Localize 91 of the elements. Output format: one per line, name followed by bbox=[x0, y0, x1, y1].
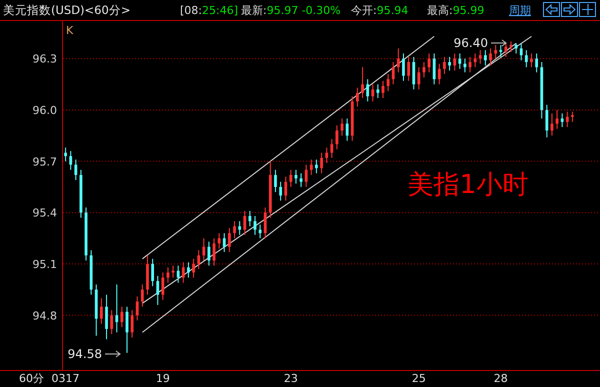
candlestick bbox=[499, 44, 502, 58]
candlestick bbox=[571, 111, 574, 122]
candlestick bbox=[396, 48, 400, 73]
candlestick bbox=[484, 50, 487, 66]
candlestick bbox=[428, 53, 430, 73]
y-tick-label: 96.0 bbox=[32, 104, 57, 117]
candlestick bbox=[560, 112, 564, 128]
candlestick bbox=[474, 53, 477, 68]
candlestick bbox=[136, 296, 139, 321]
candlestick bbox=[110, 310, 114, 335]
annotation: 94.58 bbox=[68, 347, 102, 361]
candlestick bbox=[172, 265, 174, 278]
x-tick-label: 28 bbox=[494, 372, 508, 385]
candlestick bbox=[376, 84, 380, 98]
x-tick-label: 0317 bbox=[52, 372, 80, 385]
candlestick bbox=[458, 53, 462, 70]
candlestick bbox=[310, 159, 313, 176]
candlestick bbox=[130, 310, 134, 338]
candlestick bbox=[320, 152, 323, 174]
candlestick bbox=[192, 258, 195, 278]
candlestick bbox=[504, 42, 508, 58]
candlestick bbox=[340, 118, 344, 136]
x-tick-label: 19 bbox=[156, 372, 170, 385]
candlestick bbox=[233, 220, 236, 239]
candlestick bbox=[489, 48, 492, 66]
text: 周期 bbox=[509, 4, 531, 17]
candlestick bbox=[126, 306, 128, 354]
candlestick bbox=[422, 62, 426, 78]
candlestick bbox=[468, 56, 472, 73]
candlestick bbox=[151, 258, 154, 287]
candlestick bbox=[443, 56, 446, 75]
candlestick bbox=[100, 298, 103, 324]
text: 最新:95.97 -0.30% bbox=[241, 4, 341, 17]
y-tick-label: 96.3 bbox=[32, 52, 57, 66]
y-tick-label: 95.1 bbox=[32, 258, 57, 271]
candlestick bbox=[371, 84, 374, 102]
x-axis-title: 60分 bbox=[19, 372, 44, 385]
candlestick bbox=[258, 224, 262, 239]
candlestick bbox=[212, 238, 216, 266]
candlestick bbox=[530, 53, 533, 68]
candlestick bbox=[300, 172, 302, 188]
candlestick bbox=[514, 42, 518, 54]
candlestick bbox=[254, 216, 256, 236]
candlestick bbox=[356, 87, 359, 108]
candlestick bbox=[105, 294, 108, 340]
candlestick bbox=[140, 284, 144, 308]
candlestick bbox=[556, 109, 558, 130]
candlestick bbox=[453, 53, 456, 72]
candlestick bbox=[494, 44, 498, 60]
text: 最高:95.99 bbox=[427, 4, 484, 17]
text: [08:25:46] bbox=[180, 4, 238, 17]
candlestick bbox=[478, 50, 482, 64]
candlestick bbox=[120, 306, 124, 328]
candlestick bbox=[464, 58, 466, 73]
annotation: 美指1小时 bbox=[408, 170, 528, 200]
text: 今开:95.94 bbox=[351, 4, 408, 17]
candlestick bbox=[74, 159, 78, 181]
candlestick bbox=[208, 241, 210, 266]
candlestick bbox=[524, 50, 528, 68]
candlestick bbox=[402, 53, 405, 82]
candlestick bbox=[361, 66, 364, 98]
candlestick bbox=[238, 220, 242, 236]
candlestick bbox=[386, 74, 390, 92]
x-tick-label: 23 bbox=[284, 372, 298, 385]
candlestick bbox=[407, 56, 410, 82]
candlestick bbox=[510, 41, 512, 52]
annotation: 96.40 bbox=[454, 36, 488, 50]
annotation: K bbox=[66, 24, 74, 37]
candlestick bbox=[336, 124, 338, 150]
candlestick bbox=[274, 169, 277, 193]
candlestick bbox=[289, 169, 292, 188]
candlestick bbox=[448, 56, 451, 72]
candlestick bbox=[294, 169, 298, 184]
y-tick-label: 95.4 bbox=[32, 206, 57, 220]
candlestick bbox=[228, 228, 231, 252]
y-tick-label: 95.7 bbox=[32, 155, 57, 168]
candlestick bbox=[382, 80, 384, 98]
y-tick-label: 94.8 bbox=[32, 309, 57, 322]
candlestick bbox=[366, 78, 370, 102]
candlestick bbox=[550, 112, 554, 136]
x-tick-label: 25 bbox=[412, 372, 426, 385]
candlestick bbox=[187, 262, 190, 278]
candlestick bbox=[315, 159, 318, 174]
candlestick bbox=[279, 181, 282, 202]
candlestick bbox=[248, 210, 252, 227]
candlestick bbox=[325, 147, 328, 164]
candlestick bbox=[535, 53, 538, 73]
candlestick bbox=[412, 56, 416, 90]
chart-title: 美元指数(USD)<60分> bbox=[3, 3, 130, 17]
candlestick bbox=[64, 147, 67, 162]
candlestick bbox=[166, 266, 170, 284]
